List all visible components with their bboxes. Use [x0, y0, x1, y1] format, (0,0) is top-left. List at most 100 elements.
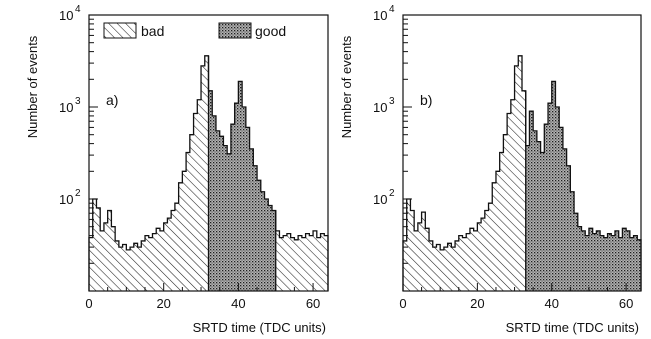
panel-b-bar-18: [469, 228, 474, 291]
panel-a-bar-14: [141, 240, 146, 291]
panel-a-bar-53: [286, 233, 291, 291]
panel-a-bar-2: [96, 207, 101, 291]
panel-a-bar-38: [230, 124, 235, 291]
panel-a-ytick-label-base-10000: 10: [59, 8, 73, 23]
panel-b-bar-14: [455, 240, 460, 291]
panel-b-bar-15: [458, 235, 463, 291]
panel-a-xtick-label-60: 60: [306, 296, 320, 311]
panel-b-bar-3: [414, 230, 419, 291]
panel-a-bar-9: [122, 244, 127, 291]
panel-b-bar-13: [451, 247, 456, 291]
panel-a-bar-63: [324, 235, 329, 291]
panel-b-bar-1: [406, 199, 411, 291]
panel-b-bar-32: [522, 90, 527, 291]
panel-a-bar-26: [186, 152, 191, 291]
panel-a-bar-61: [316, 237, 321, 291]
panel-a-bar-56: [298, 235, 303, 291]
panel-b-ytick-label-exp-100: 2: [389, 188, 395, 199]
panel-a-bar-45: [257, 180, 262, 291]
panel-b-bar-35: [533, 130, 538, 291]
panel-a-bar-36: [223, 145, 228, 291]
panel-a-bar-32: [208, 90, 213, 291]
panel-a-bar-48: [268, 205, 273, 291]
panel-a-bar-0: [89, 237, 94, 291]
panel-a-bar-1: [92, 199, 97, 291]
panel-b-bar-61: [629, 237, 634, 291]
panel-a-bar-6: [111, 226, 116, 291]
panel-b-bar-33: [525, 145, 530, 291]
panel-b-bar-22: [484, 210, 489, 291]
panel-a-bar-25: [182, 171, 187, 291]
panel-a-bar-51: [279, 237, 284, 291]
panel-a-bar-59: [309, 235, 314, 291]
panel-a-bar-24: [178, 182, 183, 291]
panel-a-bar-44: [253, 165, 258, 291]
panel-b-xtick-label-0: 0: [399, 296, 406, 311]
panel-b-bar-6: [425, 228, 430, 291]
panel-b-ytick-label-exp-1000: 3: [389, 96, 395, 107]
panel-b-bar-24: [492, 182, 497, 291]
panel-b-bar-55: [607, 233, 612, 291]
panel-b-bar-38: [544, 124, 549, 291]
panel-b-bar-50: [588, 228, 593, 291]
panel-b-bar-27: [503, 134, 508, 291]
panel-a-bar-40: [238, 81, 243, 291]
panel-a-ylabel: Number of events: [25, 35, 40, 138]
panel-b-bar-7: [429, 240, 434, 291]
panel-a-bar-60: [313, 230, 318, 291]
panel-a-bar-15: [145, 235, 150, 291]
panel-a-bar-34: [215, 130, 221, 291]
panel-a-bar-50: [275, 230, 280, 291]
panel-b-bar-42: [559, 127, 564, 291]
panel-b-bar-36: [536, 141, 541, 291]
panel-b-ytick-label-base-1000: 10: [373, 100, 387, 115]
panel-b-ylabel: Number of events: [339, 35, 354, 138]
panel-b-bar-5: [421, 212, 426, 291]
panel-a-ticks: [88, 18, 314, 292]
panel-a-bar-5: [107, 210, 112, 291]
panel-a-ytick-label-exp-1000: 3: [75, 96, 81, 107]
panel-b-bar-30: [514, 65, 519, 292]
panel-a-bar-8: [118, 247, 123, 291]
panel-a-frame: [88, 14, 329, 292]
panel-a-bar-17: [152, 233, 157, 291]
panel-a-legend: bad good: [103, 22, 286, 39]
panel-b-bar-57: [614, 230, 619, 291]
panel-a-bar-54: [290, 237, 295, 291]
panel-b-bar-23: [488, 203, 493, 291]
panel-b-bar-48: [581, 230, 586, 291]
panel-a-bar-16: [148, 237, 153, 291]
panel-b-bar-16: [462, 237, 467, 291]
panel-a-bar-46: [260, 191, 265, 291]
panel-b-bar-37: [540, 152, 545, 291]
panel-b-bar-34: [529, 111, 534, 291]
panel-a-bar-7: [115, 240, 120, 291]
panel-a-bar-21: [167, 218, 172, 291]
panel-a-bar-62: [320, 233, 325, 291]
panel-a-bar-11: [130, 247, 135, 291]
panel-b-bar-12: [447, 243, 452, 291]
panel-a-bar-31: [204, 55, 209, 291]
panel-b-ytick-label-base-10000: 10: [373, 8, 387, 23]
panel-a-bar-39: [234, 103, 239, 292]
panel-b-bar-56: [611, 235, 616, 291]
panel-a-bar-23: [174, 203, 179, 291]
panel-b-fills: [403, 55, 642, 292]
panel-a-bar-27: [189, 134, 194, 291]
panel-b-ticks: [402, 18, 627, 292]
panel-a-bar-35: [219, 136, 224, 291]
panel-a-xtick-label-20: 20: [156, 296, 170, 311]
panel-a-bar-4: [103, 222, 108, 291]
panel-b-bar-4: [417, 222, 422, 291]
panel-b-ytick-label-exp-10000: 4: [389, 4, 395, 15]
panel-b-xtick-label-40: 40: [545, 296, 559, 311]
legend-good-label: good: [255, 23, 286, 39]
panel-a-bar-13: [137, 247, 142, 291]
panel-b-bar-2: [410, 210, 415, 291]
panel-a-ytick-label-base-1000: 10: [59, 100, 73, 115]
panel-b-ytick-label-base-100: 10: [373, 192, 387, 207]
panel-a-bar-37: [227, 153, 232, 291]
